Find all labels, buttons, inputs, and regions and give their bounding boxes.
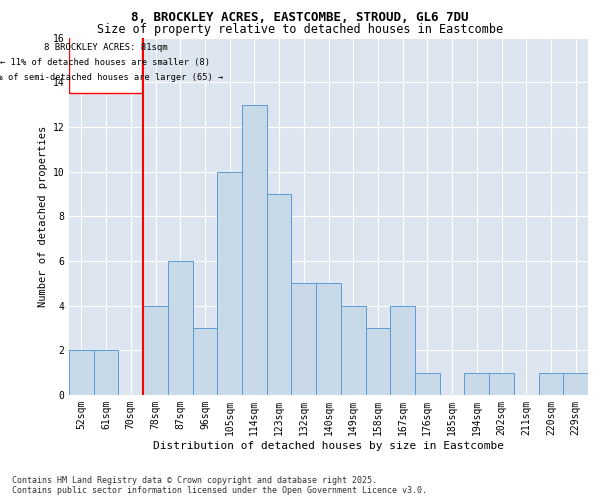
Text: Size of property relative to detached houses in Eastcombe: Size of property relative to detached ho…: [97, 22, 503, 36]
Bar: [168, 261, 193, 395]
Text: Contains HM Land Registry data © Crown copyright and database right 2025.: Contains HM Land Registry data © Crown c…: [12, 476, 377, 485]
Bar: [94, 350, 118, 395]
Bar: [316, 284, 341, 395]
Bar: [365, 328, 390, 395]
Bar: [489, 372, 514, 395]
Y-axis label: Number of detached properties: Number of detached properties: [38, 126, 48, 307]
Bar: [69, 350, 94, 395]
Text: 8 BROCKLEY ACRES: 81sqm: 8 BROCKLEY ACRES: 81sqm: [44, 43, 167, 52]
Text: ← 11% of detached houses are smaller (8): ← 11% of detached houses are smaller (8): [1, 58, 211, 66]
Bar: [464, 372, 489, 395]
Bar: [539, 372, 563, 395]
Text: 8, BROCKLEY ACRES, EASTCOMBE, STROUD, GL6 7DU: 8, BROCKLEY ACRES, EASTCOMBE, STROUD, GL…: [131, 11, 469, 24]
Bar: [217, 172, 242, 395]
Text: 89% of semi-detached houses are larger (65) →: 89% of semi-detached houses are larger (…: [0, 73, 224, 82]
Bar: [143, 306, 168, 395]
Bar: [341, 306, 365, 395]
FancyBboxPatch shape: [69, 36, 142, 94]
Bar: [193, 328, 217, 395]
Bar: [267, 194, 292, 395]
Bar: [390, 306, 415, 395]
Text: Contains public sector information licensed under the Open Government Licence v3: Contains public sector information licen…: [12, 486, 427, 495]
Bar: [242, 104, 267, 395]
Bar: [563, 372, 588, 395]
Bar: [292, 284, 316, 395]
Bar: [415, 372, 440, 395]
X-axis label: Distribution of detached houses by size in Eastcombe: Distribution of detached houses by size …: [153, 440, 504, 450]
